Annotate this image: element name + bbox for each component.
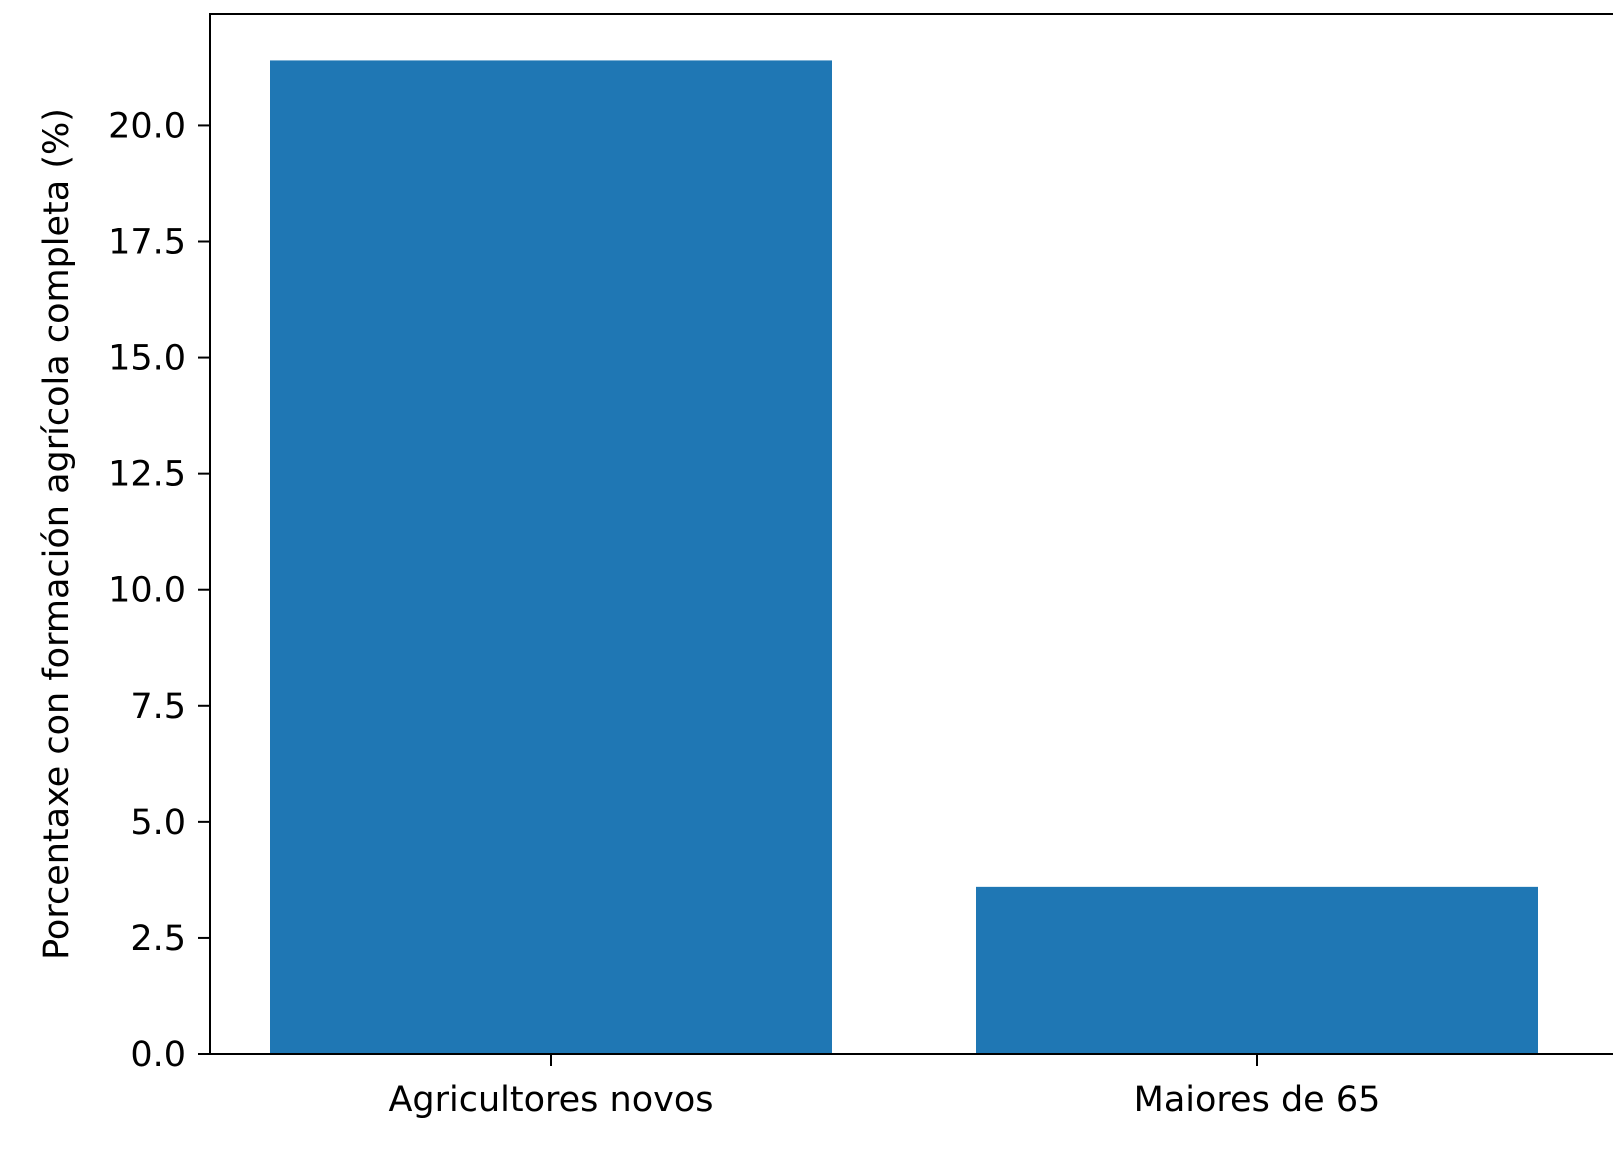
y-tick-label: 15.0 (108, 339, 186, 379)
y-tick-label: 10.0 (108, 571, 186, 611)
y-tick-label: 12.5 (108, 455, 186, 495)
y-tick-label: 20.0 (108, 106, 186, 146)
y-tick-label: 17.5 (108, 223, 186, 263)
x-axis-ticks: Agricultores novos Maiores de 65 (388, 1054, 1380, 1120)
bar (976, 886, 1538, 1054)
x-tick-label: Agricultores novos (388, 1080, 713, 1120)
y-tick-label: 7.5 (130, 687, 186, 727)
bars-layer (270, 60, 1538, 1054)
y-axis-ticks: 0.0 2.5 5.0 7.5 10.0 12.5 15.0 17.5 20.0 (108, 106, 210, 1075)
y-tick-label: 0.0 (130, 1035, 186, 1075)
y-axis-label: Porcentaxe con formación agrícola comple… (37, 108, 77, 960)
plot-frame (209, 13, 1613, 1055)
bar (270, 60, 832, 1054)
y-tick-label: 5.0 (130, 803, 186, 843)
x-tick-label: Maiores de 65 (1134, 1080, 1381, 1120)
y-tick-label: 2.5 (130, 919, 186, 959)
